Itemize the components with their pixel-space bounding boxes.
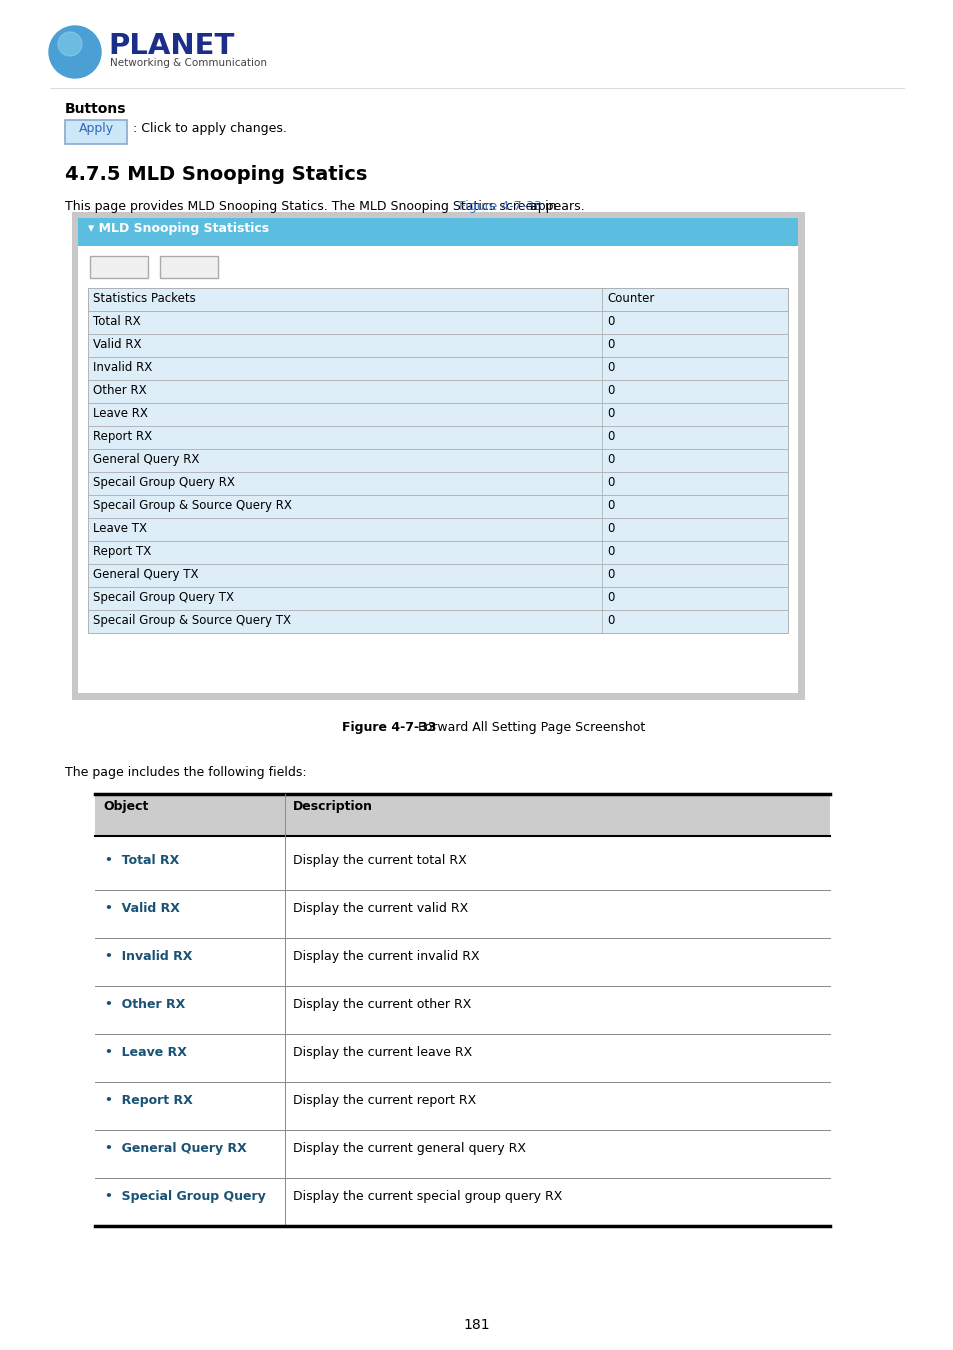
Bar	[88, 541, 787, 564]
Bar	[88, 288, 787, 633]
Text: PLANET: PLANET	[108, 32, 234, 59]
Text: 0: 0	[606, 522, 614, 535]
Text: 0: 0	[606, 383, 614, 397]
Text: 0: 0	[606, 454, 614, 466]
Text: The page includes the following fields:: The page includes the following fields:	[65, 765, 306, 779]
Bar	[78, 246, 797, 693]
Bar	[88, 610, 787, 633]
Text: Display the current other RX: Display the current other RX	[293, 998, 471, 1011]
Text: Specail Group Query TX: Specail Group Query TX	[92, 591, 233, 603]
Bar	[88, 379, 787, 404]
Text: Total RX: Total RX	[92, 315, 140, 328]
Text: 181: 181	[463, 1318, 490, 1332]
Text: Leave RX: Leave RX	[92, 406, 148, 420]
Circle shape	[58, 32, 82, 55]
Text: •  General Query RX: • General Query RX	[105, 1142, 247, 1156]
Text: Display the current total RX: Display the current total RX	[293, 855, 466, 867]
Bar	[95, 794, 829, 836]
Bar	[88, 564, 787, 587]
Text: •  Other RX: • Other RX	[105, 998, 185, 1011]
Text: Figure 4-7-33: Figure 4-7-33	[458, 200, 541, 213]
Text: •  Special Group Query: • Special Group Query	[105, 1189, 266, 1203]
Circle shape	[49, 26, 101, 78]
Text: Networking & Communication: Networking & Communication	[110, 58, 267, 68]
Text: Display the current leave RX: Display the current leave RX	[293, 1046, 472, 1058]
Text: 0: 0	[606, 500, 614, 512]
Bar	[88, 333, 787, 356]
Text: Report RX: Report RX	[92, 431, 152, 443]
Text: 0: 0	[606, 545, 614, 558]
Text: 0: 0	[606, 338, 614, 351]
Bar	[90, 256, 148, 278]
Text: Display the current general query RX: Display the current general query RX	[293, 1142, 525, 1156]
Text: : Click to apply changes.: : Click to apply changes.	[132, 122, 287, 135]
Text: Specail Group & Source Query RX: Specail Group & Source Query RX	[92, 500, 292, 512]
Text: Counter: Counter	[606, 292, 654, 305]
Bar	[160, 256, 218, 278]
Bar	[71, 212, 803, 699]
Bar	[88, 427, 787, 450]
Text: Specail Group Query RX: Specail Group Query RX	[92, 477, 234, 489]
Bar	[88, 518, 787, 541]
Text: •  Valid RX: • Valid RX	[105, 902, 180, 915]
Text: Report TX: Report TX	[92, 545, 152, 558]
Text: General Query RX: General Query RX	[92, 454, 199, 466]
Text: Refresh: Refresh	[167, 258, 212, 271]
Text: ▾ MLD Snooping Statistics: ▾ MLD Snooping Statistics	[88, 221, 269, 235]
Text: Display the current invalid RX: Display the current invalid RX	[293, 950, 479, 963]
Text: Clear: Clear	[103, 258, 134, 271]
Text: 0: 0	[606, 591, 614, 603]
Text: Buttons: Buttons	[65, 103, 127, 116]
Text: Forward All Setting Page Screenshot: Forward All Setting Page Screenshot	[414, 721, 644, 734]
Text: 0: 0	[606, 614, 614, 626]
Text: Display the current report RX: Display the current report RX	[293, 1094, 476, 1107]
Text: Description: Description	[293, 801, 373, 813]
Bar	[88, 495, 787, 518]
Text: 0: 0	[606, 406, 614, 420]
Bar	[88, 356, 787, 379]
Text: 0: 0	[606, 431, 614, 443]
Text: Valid RX: Valid RX	[92, 338, 141, 351]
Text: Other RX: Other RX	[92, 383, 147, 397]
Text: •  Total RX: • Total RX	[105, 855, 179, 867]
Text: General Query TX: General Query TX	[92, 568, 198, 580]
Text: •  Leave RX: • Leave RX	[105, 1046, 187, 1058]
Text: 0: 0	[606, 477, 614, 489]
Text: Invalid RX: Invalid RX	[92, 360, 152, 374]
Bar	[88, 472, 787, 495]
Bar	[78, 217, 797, 246]
Text: Object: Object	[103, 801, 149, 813]
Text: Apply: Apply	[78, 122, 113, 135]
Text: appears.: appears.	[525, 200, 584, 213]
Text: •  Report RX: • Report RX	[105, 1094, 193, 1107]
Bar	[88, 587, 787, 610]
Text: Display the current valid RX: Display the current valid RX	[293, 902, 468, 915]
Text: Specail Group & Source Query TX: Specail Group & Source Query TX	[92, 614, 291, 626]
Text: 4.7.5 MLD Snooping Statics: 4.7.5 MLD Snooping Statics	[65, 165, 367, 184]
Text: 0: 0	[606, 568, 614, 580]
Bar	[88, 450, 787, 472]
Bar	[88, 310, 787, 333]
Bar	[88, 288, 787, 311]
Text: 0: 0	[606, 315, 614, 328]
Text: Leave TX: Leave TX	[92, 522, 147, 535]
Bar	[88, 404, 787, 427]
Text: This page provides MLD Snooping Statics. The MLD Snooping Statics screen in: This page provides MLD Snooping Statics.…	[65, 200, 560, 213]
Text: Statistics Packets: Statistics Packets	[92, 292, 195, 305]
Text: Display the current special group query RX: Display the current special group query …	[293, 1189, 561, 1203]
Text: Figure 4-7-33: Figure 4-7-33	[342, 721, 436, 734]
Text: 0: 0	[606, 360, 614, 374]
Text: •  Invalid RX: • Invalid RX	[105, 950, 193, 963]
Bar	[65, 120, 127, 144]
